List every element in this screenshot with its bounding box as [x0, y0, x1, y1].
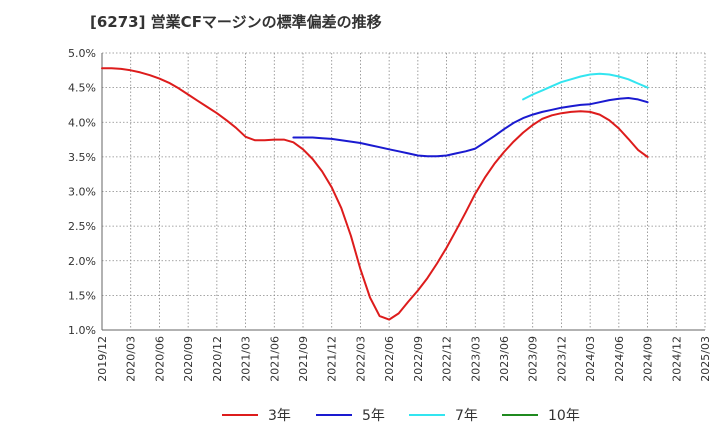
x-tick-label: 2021/12 — [326, 336, 339, 382]
x-tick-label: 2024/09 — [642, 336, 655, 382]
legend-item: 5年 — [316, 403, 385, 427]
chart-title: [6273] 営業CFマージンの標準偏差の推移 — [90, 13, 382, 31]
legend-label: 7年 — [455, 408, 478, 424]
x-tick-label: 2025/03 — [699, 336, 712, 382]
x-tick-label: 2023/09 — [527, 336, 540, 382]
x-tick-label: 2022/09 — [412, 336, 425, 382]
legend-item: 7年 — [409, 403, 478, 427]
x-tick-label: 2020/12 — [211, 336, 224, 382]
y-tick-label: 1.5% — [68, 289, 96, 302]
x-tick-label: 2019/12 — [96, 336, 109, 382]
y-tick-label: 4.5% — [68, 82, 96, 95]
y-tick-label: 3.0% — [68, 186, 96, 199]
series-line-2 — [292, 97, 649, 158]
x-tick-label: 2022/06 — [383, 336, 396, 382]
x-tick-label: 2020/06 — [153, 336, 166, 382]
legend-item: 10年 — [502, 403, 580, 427]
x-tick-label: 2024/12 — [670, 336, 683, 382]
x-tick-label: 2021/06 — [268, 336, 281, 382]
y-tick-label: 3.5% — [68, 151, 96, 164]
x-tick-label: 2021/09 — [297, 336, 310, 382]
legend-swatch — [222, 414, 258, 416]
x-tick-label: 2020/09 — [182, 336, 195, 382]
y-tick-label: 2.5% — [68, 220, 96, 233]
line-chart: 1.0% 1.5% 2.0% 2.5% 3.0% 3.5% 4.0% 4.5% 5.0% 2019… — [68, 47, 712, 382]
x-tick-label: 2021/03 — [240, 336, 253, 382]
legend-swatch — [502, 414, 538, 416]
x-tick-label: 2024/06 — [613, 336, 626, 382]
y-tick-label: 2.0% — [68, 255, 96, 268]
series-line-3 — [522, 72, 649, 101]
x-tick-label: 2022/03 — [354, 336, 367, 382]
x-tick-label: 2023/12 — [555, 336, 568, 382]
y-tick-label: 5.0% — [68, 47, 96, 60]
y-tick-label: 4.0% — [68, 116, 96, 129]
x-tick-label: 2022/12 — [441, 336, 454, 382]
x-tick-label: 2023/06 — [498, 336, 511, 382]
x-tick-label: 2024/03 — [584, 336, 597, 382]
legend-label: 3年 — [268, 408, 291, 424]
y-tick-label: 1.0% — [68, 324, 96, 337]
legend-label: 5年 — [362, 408, 385, 424]
x-tick-label: 2020/03 — [125, 336, 138, 382]
legend-label: 10年 — [548, 408, 580, 424]
legend-item: 3年 — [222, 403, 291, 427]
x-tick-label: 2023/03 — [469, 336, 482, 382]
legend-swatch — [316, 414, 352, 416]
series-line-1 — [101, 67, 649, 321]
chart-legend: 3年 5年 7年 10年 — [0, 403, 720, 427]
legend-swatch — [409, 414, 445, 416]
